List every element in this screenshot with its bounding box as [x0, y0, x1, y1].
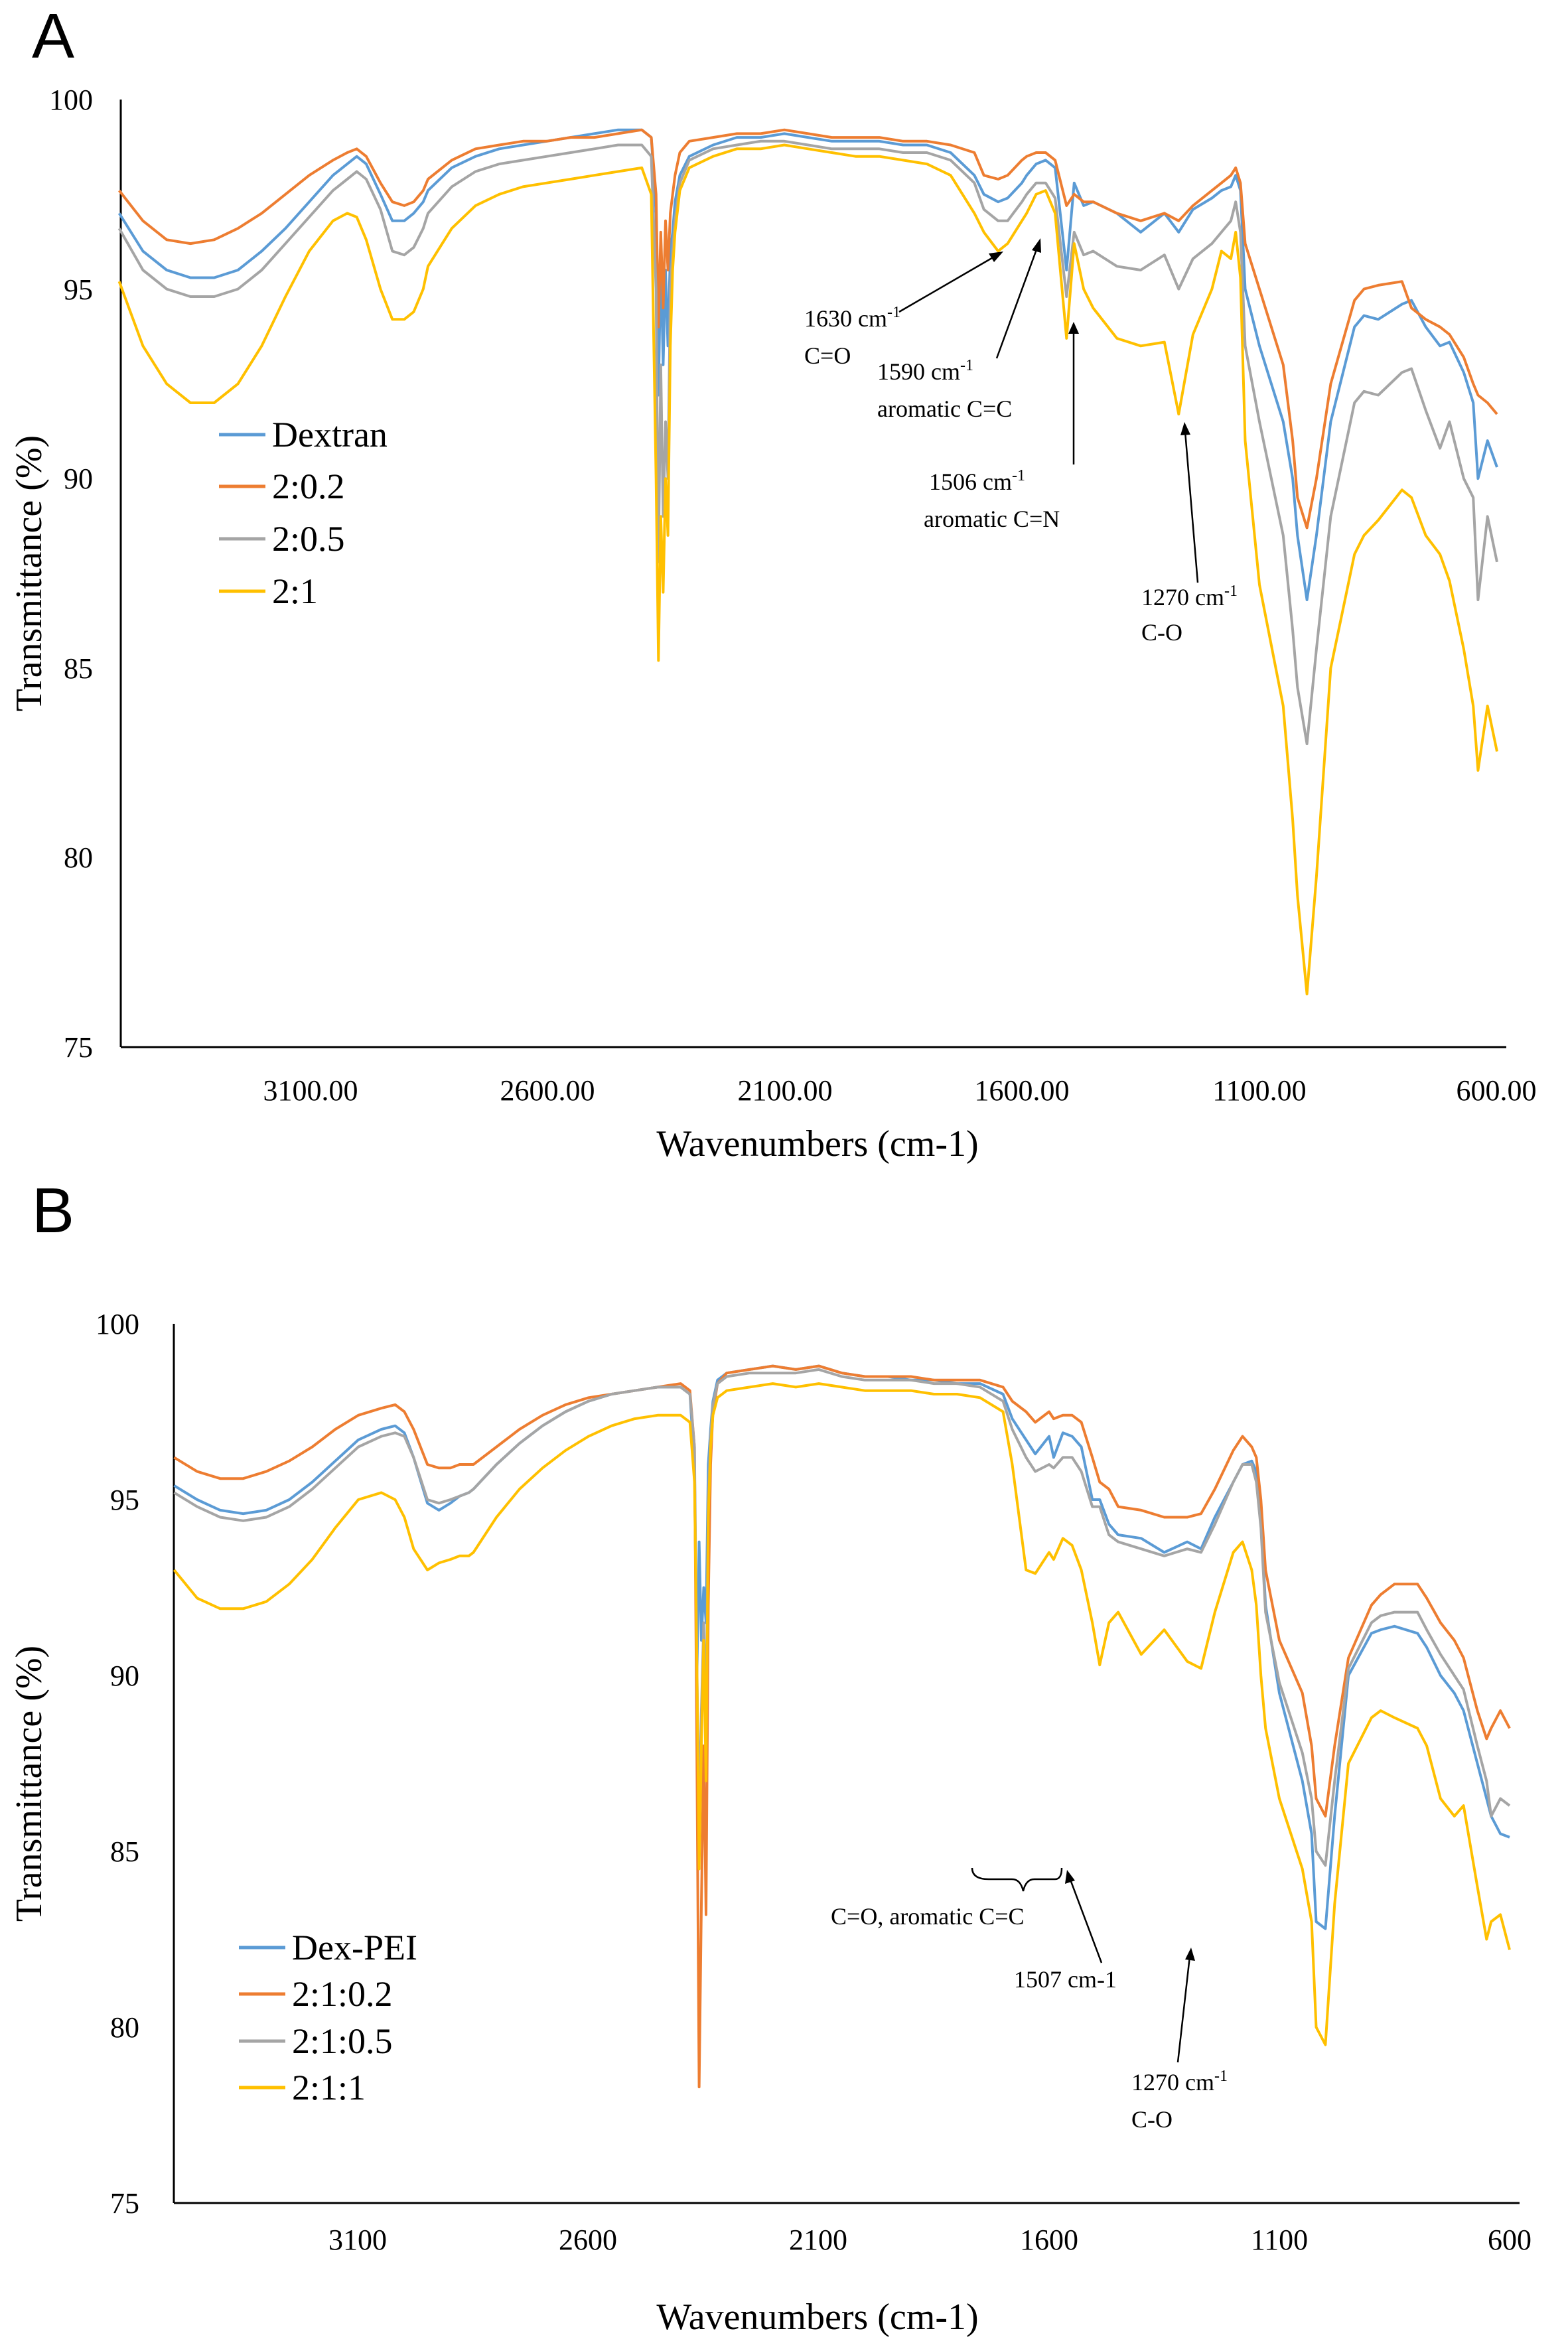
- annotation-arrow: [1068, 1877, 1103, 1963]
- legend-label: 2:1:1: [292, 2068, 366, 2107]
- x-tick-label: 1100.00: [1212, 1074, 1306, 1107]
- y-tick-label: 85: [110, 1835, 139, 1868]
- x-axis-title: Wavenumbers (cm-1): [656, 2297, 978, 2338]
- annotation-wavenumber: 1506 cm-1: [929, 467, 1025, 495]
- legend-label: 2:0.2: [272, 466, 345, 506]
- chart-panel-a: A 75 80 85 90 95 100 3100.00 2600.00 210…: [0, 0, 1568, 1174]
- annotations-a: 1630 cm-1 C=O 1590 cm-1 aromatic C=C 150…: [804, 238, 1238, 646]
- annotation-wavenumber: 1270 cm-1: [1131, 2068, 1228, 2096]
- x-tick-label: 1600: [1020, 2224, 1078, 2256]
- y-tick-label: 90: [110, 1660, 139, 1692]
- legend-label: Dex-PEI: [292, 1928, 417, 1967]
- annotation-group: C-O: [1131, 2106, 1173, 2133]
- annotation-arrowhead: [989, 251, 1003, 262]
- legend-label: 2:1:0.5: [292, 2021, 393, 2061]
- y-tick-label: 75: [64, 1031, 93, 1064]
- series-line-2-0-5: [117, 139, 1498, 745]
- x-tick-label: 2600: [559, 2224, 617, 2256]
- annotation-wavenumber: 1590 cm-1: [877, 357, 973, 385]
- x-tick-label: 3100: [328, 2224, 387, 2256]
- panel-letter-b: B: [32, 1175, 75, 1246]
- x-tick-label: 3100.00: [263, 1074, 358, 1107]
- x-tick-label: 2100.00: [738, 1074, 833, 1107]
- x-tick-labels-a: 3100.00 2600.00 2100.00 1600.00 1100.00 …: [263, 1074, 1537, 1107]
- x-tick-labels-b: 3100 2600 2100 1600 1100 600: [328, 2224, 1532, 2256]
- legend-label: 2:1: [272, 571, 318, 611]
- legend-label: Dextran: [272, 415, 388, 455]
- axes-a: [119, 100, 1506, 1048]
- x-tick-label: 1100: [1251, 2224, 1308, 2256]
- axes-b: [173, 1324, 1520, 2204]
- x-tick-label: 2600.00: [500, 1074, 595, 1107]
- chart-b: 75 80 85 90 95 100 3100 2600 2100 1600 1…: [9, 1308, 1532, 2338]
- series-line-dex-pei: [173, 1364, 1510, 1930]
- x-tick-label: 600: [1488, 2224, 1532, 2256]
- annotation-group: C=O: [804, 342, 851, 369]
- y-tick-label: 80: [64, 841, 93, 874]
- annotation-arrowhead: [1065, 1870, 1075, 1884]
- annotation-group: C-O: [1141, 619, 1182, 646]
- annotation-group: aromatic C=C: [877, 395, 1012, 422]
- annotation-arrowhead: [1032, 238, 1041, 253]
- series-line-2-1-0-5: [173, 1368, 1511, 1867]
- annotations-b: C=O, aromatic C=C 1507 cm-1 1270 cm-1 C-…: [831, 1867, 1228, 2133]
- y-axis-title: Transmittance (%): [9, 435, 50, 711]
- annotation-arrow: [898, 253, 999, 313]
- series-line-dextran: [117, 128, 1498, 601]
- legend-b: Dex-PEI 2:1:0.2 2:1:0.5 2:1:1: [239, 1928, 417, 2107]
- y-axis-title: Transmittance (%): [9, 1646, 50, 1922]
- y-tick-label: 90: [64, 463, 93, 495]
- x-axis-title: Wavenumbers (cm-1): [656, 1123, 978, 1165]
- series-line-2-1-0-2: [173, 1364, 1511, 2089]
- annotation-arrowhead: [1068, 322, 1079, 334]
- series-line-2-0-2: [118, 128, 1498, 530]
- annotation-wavenumber: 1507 cm-1: [1014, 1966, 1117, 1993]
- x-tick-label: 2100: [789, 2224, 847, 2256]
- legend-label: 2:1:0.2: [292, 1974, 393, 2014]
- y-tick-label: 100: [49, 84, 93, 116]
- x-tick-label: 1600.00: [975, 1074, 1070, 1107]
- chart-a: 75 80 85 90 95 100 3100.00 2600.00 2100.…: [9, 84, 1537, 1165]
- annotation-arrow: [1184, 431, 1199, 583]
- annotation-group: aromatic C=N: [924, 506, 1060, 532]
- y-tick-label: 95: [110, 1484, 139, 1516]
- annotation-brace: [971, 1867, 1063, 1892]
- annotation-arrow: [995, 244, 1040, 359]
- x-tick-label: 600.00: [1457, 1074, 1537, 1107]
- y-tick-label: 95: [64, 273, 93, 306]
- panel-letter-a: A: [32, 1, 75, 72]
- annotation-arrowhead: [1180, 422, 1190, 435]
- annotation-arrowhead: [1185, 1948, 1195, 1961]
- annotation-group: C=O, aromatic C=C: [831, 1903, 1025, 1930]
- legend-label: 2:0.5: [272, 519, 345, 559]
- y-tick-label: 75: [110, 2187, 139, 2220]
- y-tick-label: 85: [64, 652, 93, 685]
- annotation-wavenumber: 1630 cm-1: [804, 304, 900, 332]
- y-tick-labels-a: 75 80 85 90 95 100: [49, 84, 93, 1064]
- series-line-2-1-1: [173, 1382, 1511, 2046]
- y-tick-label: 100: [96, 1308, 139, 1340]
- annotation-wavenumber: 1270 cm-1: [1141, 583, 1238, 610]
- legend-a: Dextran 2:0.2 2:0.5 2:1: [219, 415, 388, 611]
- series-line-2-1: [117, 143, 1498, 995]
- y-tick-labels-b: 75 80 85 90 95 100: [96, 1308, 139, 2220]
- annotation-arrow: [1176, 1956, 1191, 2063]
- chart-panel-b: B 75 80 85 90 95 100 3100 2600 2100 1600…: [0, 1174, 1568, 2349]
- y-tick-label: 80: [110, 2011, 139, 2044]
